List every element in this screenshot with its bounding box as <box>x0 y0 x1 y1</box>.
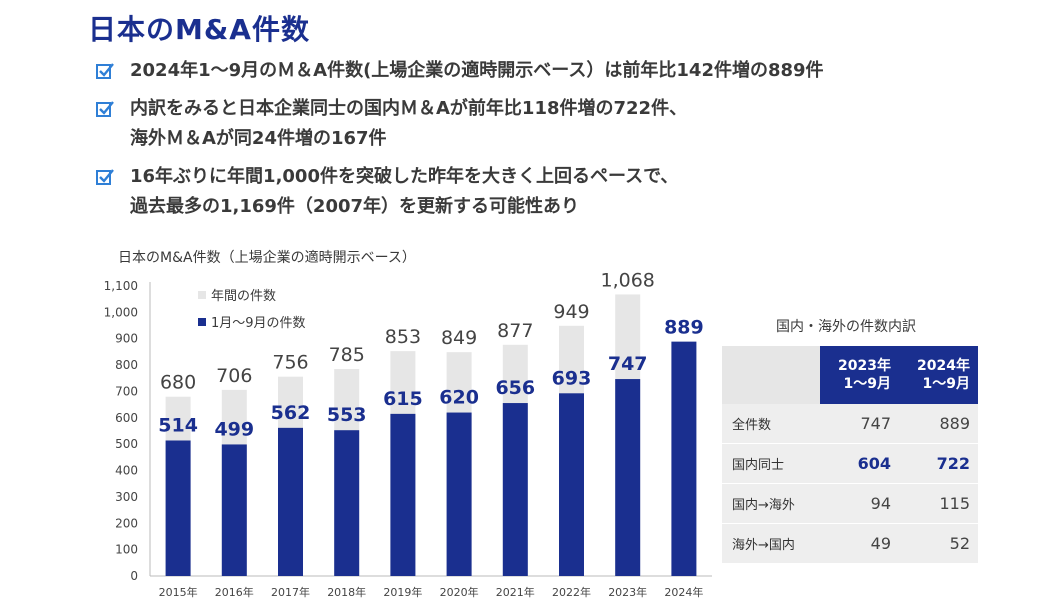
row-label: 国内→海外 <box>732 498 795 513</box>
jan-sep-value-label: 514 <box>158 414 198 436</box>
cell-2024: 889 <box>939 414 970 433</box>
cell-2023: 747 <box>860 414 891 433</box>
jan-sep-bar <box>615 379 641 576</box>
table-header: 2023年 1～9月 2024年 1～9月 <box>722 346 978 404</box>
bullet-item: 内訳をみると日本企業同士の国内Ｍ＆Aが前年比118件増の722件、 海外Ｍ＆Aが… <box>96 94 1036 154</box>
y-tick-label: 1,100 <box>104 279 138 293</box>
jan-sep-value-label: 499 <box>214 418 254 440</box>
x-tick-label: 2017年 <box>271 585 310 599</box>
jan-sep-bar <box>671 341 697 576</box>
cell-2023: 94 <box>870 494 891 513</box>
x-tick-label: 2021年 <box>496 585 535 599</box>
annual-value-label: 853 <box>385 326 421 348</box>
jan-sep-bar <box>334 430 360 576</box>
bullet-line: 内訳をみると日本企業同士の国内Ｍ＆Aが前年比118件増の722件、 <box>130 98 688 119</box>
y-tick-label: 200 <box>115 516 138 530</box>
annual-value-label: 785 <box>329 344 365 366</box>
jan-sep-bar <box>390 413 416 576</box>
jan-sep-bar <box>221 444 247 576</box>
legend-swatch-annual <box>198 291 206 299</box>
jan-sep-bar <box>502 403 528 576</box>
cell-2023: 49 <box>870 534 891 553</box>
y-tick-label: 0 <box>130 569 138 583</box>
jan-sep-value-label: 747 <box>608 353 648 375</box>
jan-sep-bar <box>446 412 472 576</box>
bullet-line: 16年ぶりに年間1,000件を突破した昨年を大きく上回るペースで、 <box>130 166 679 187</box>
table-header-2024: 2024年 1～9月 <box>899 346 978 404</box>
legend-swatch-jan-sep <box>198 318 206 326</box>
x-tick-label: 2022年 <box>552 585 591 599</box>
row-label: 国内同士 <box>732 458 785 473</box>
cell-2024: 52 <box>949 534 970 553</box>
y-tick-label: 300 <box>115 490 138 504</box>
y-tick-label: 700 <box>115 384 138 398</box>
jan-sep-value-label: 615 <box>383 388 423 410</box>
table-row: 海外→国内 49 52 <box>722 524 978 564</box>
x-tick-label: 2023年 <box>608 585 647 599</box>
x-tick-label: 2018年 <box>327 585 366 599</box>
y-tick-label: 800 <box>115 358 138 372</box>
checkbox-checked-icon <box>96 101 114 117</box>
bullet-list: 2024年1～9月のＭ＆A件数(上場企業の適時開示ベース）は前年比142件増の8… <box>96 56 1036 230</box>
x-tick-label: 2016年 <box>215 585 254 599</box>
jan-sep-value-label: 693 <box>552 367 592 389</box>
bullet-line: 海外Ｍ＆Aが同24件増の167件 <box>130 128 387 149</box>
breakdown-table: 2023年 1～9月 2024年 1～9月 全件数 747 889 国内同士 604… <box>722 346 978 564</box>
table-row: 全件数 747 889 <box>722 404 978 444</box>
bullet-line: 2024年1～9月のＭ＆A件数(上場企業の適時開示ベース）は前年比142件増の8… <box>130 60 824 81</box>
annual-value-label: 877 <box>497 320 533 342</box>
table-header-2023: 2023年 1～9月 <box>820 346 899 404</box>
bullet-line: 過去最多の1,169件（2007年）を更新する可能性あり <box>130 196 580 217</box>
row-label: 海外→国内 <box>732 538 795 553</box>
page-title: 日本のM&A件数 <box>88 13 310 46</box>
annual-value-label: 949 <box>553 301 589 323</box>
table-row: 国内→海外 94 115 <box>722 484 978 524</box>
checkbox-checked-icon <box>96 63 114 79</box>
annual-value-label: 1,068 <box>600 269 654 291</box>
table-header-blank <box>722 346 820 404</box>
x-tick-label: 2019年 <box>383 585 422 599</box>
legend-label-annual: 年間の件数 <box>211 289 276 304</box>
jan-sep-value-label: 656 <box>495 377 535 399</box>
y-tick-label: 500 <box>115 437 138 451</box>
cell-2024: 722 <box>936 454 970 473</box>
annual-value-label: 706 <box>216 365 252 387</box>
jan-sep-bar <box>278 427 303 576</box>
legend-label-jan-sep: 1月～9月の件数 <box>211 316 306 331</box>
y-tick-label: 600 <box>115 411 138 425</box>
annual-value-label: 756 <box>272 352 308 374</box>
jan-sep-value-label: 562 <box>271 402 311 424</box>
table-title: 国内・海外の件数内訳 <box>776 319 916 335</box>
annual-value-label: 849 <box>441 327 477 349</box>
cell-2023: 604 <box>857 454 891 473</box>
cell-2024: 115 <box>939 494 970 513</box>
x-tick-label: 2020年 <box>440 585 479 599</box>
y-tick-label: 100 <box>115 543 138 557</box>
x-tick-label: 2024年 <box>664 585 703 599</box>
jan-sep-value-label: 889 <box>664 317 704 339</box>
bullet-item: 16年ぶりに年間1,000件を突破した昨年を大きく上回るペースで、 過去最多の1… <box>96 162 1036 222</box>
annual-value-label: 680 <box>160 372 196 394</box>
x-tick-label: 2015年 <box>159 585 198 599</box>
chart-title: 日本のM&A件数（上場企業の適時開示ベース） <box>118 250 416 266</box>
y-tick-label: 900 <box>115 332 138 346</box>
jan-sep-value-label: 553 <box>327 404 367 426</box>
jan-sep-bar <box>559 393 584 576</box>
y-tick-label: 1,000 <box>104 305 138 319</box>
row-label: 全件数 <box>732 418 772 433</box>
y-tick-label: 400 <box>115 464 138 478</box>
jan-sep-value-label: 620 <box>439 387 479 409</box>
table-body: 全件数 747 889 国内同士 604 722 国内→海外 94 115 海外… <box>722 404 978 564</box>
table-row: 国内同士 604 722 <box>722 444 978 484</box>
bar-chart: 0 100 200 300 400 500 600 700 800 900 1,000 1,100 68… <box>104 269 712 599</box>
bullet-item: 2024年1～9月のＭ＆A件数(上場企業の適時開示ベース）は前年比142件増の8… <box>96 56 1036 86</box>
jan-sep-bar <box>165 440 191 576</box>
checkbox-checked-icon <box>96 169 114 185</box>
